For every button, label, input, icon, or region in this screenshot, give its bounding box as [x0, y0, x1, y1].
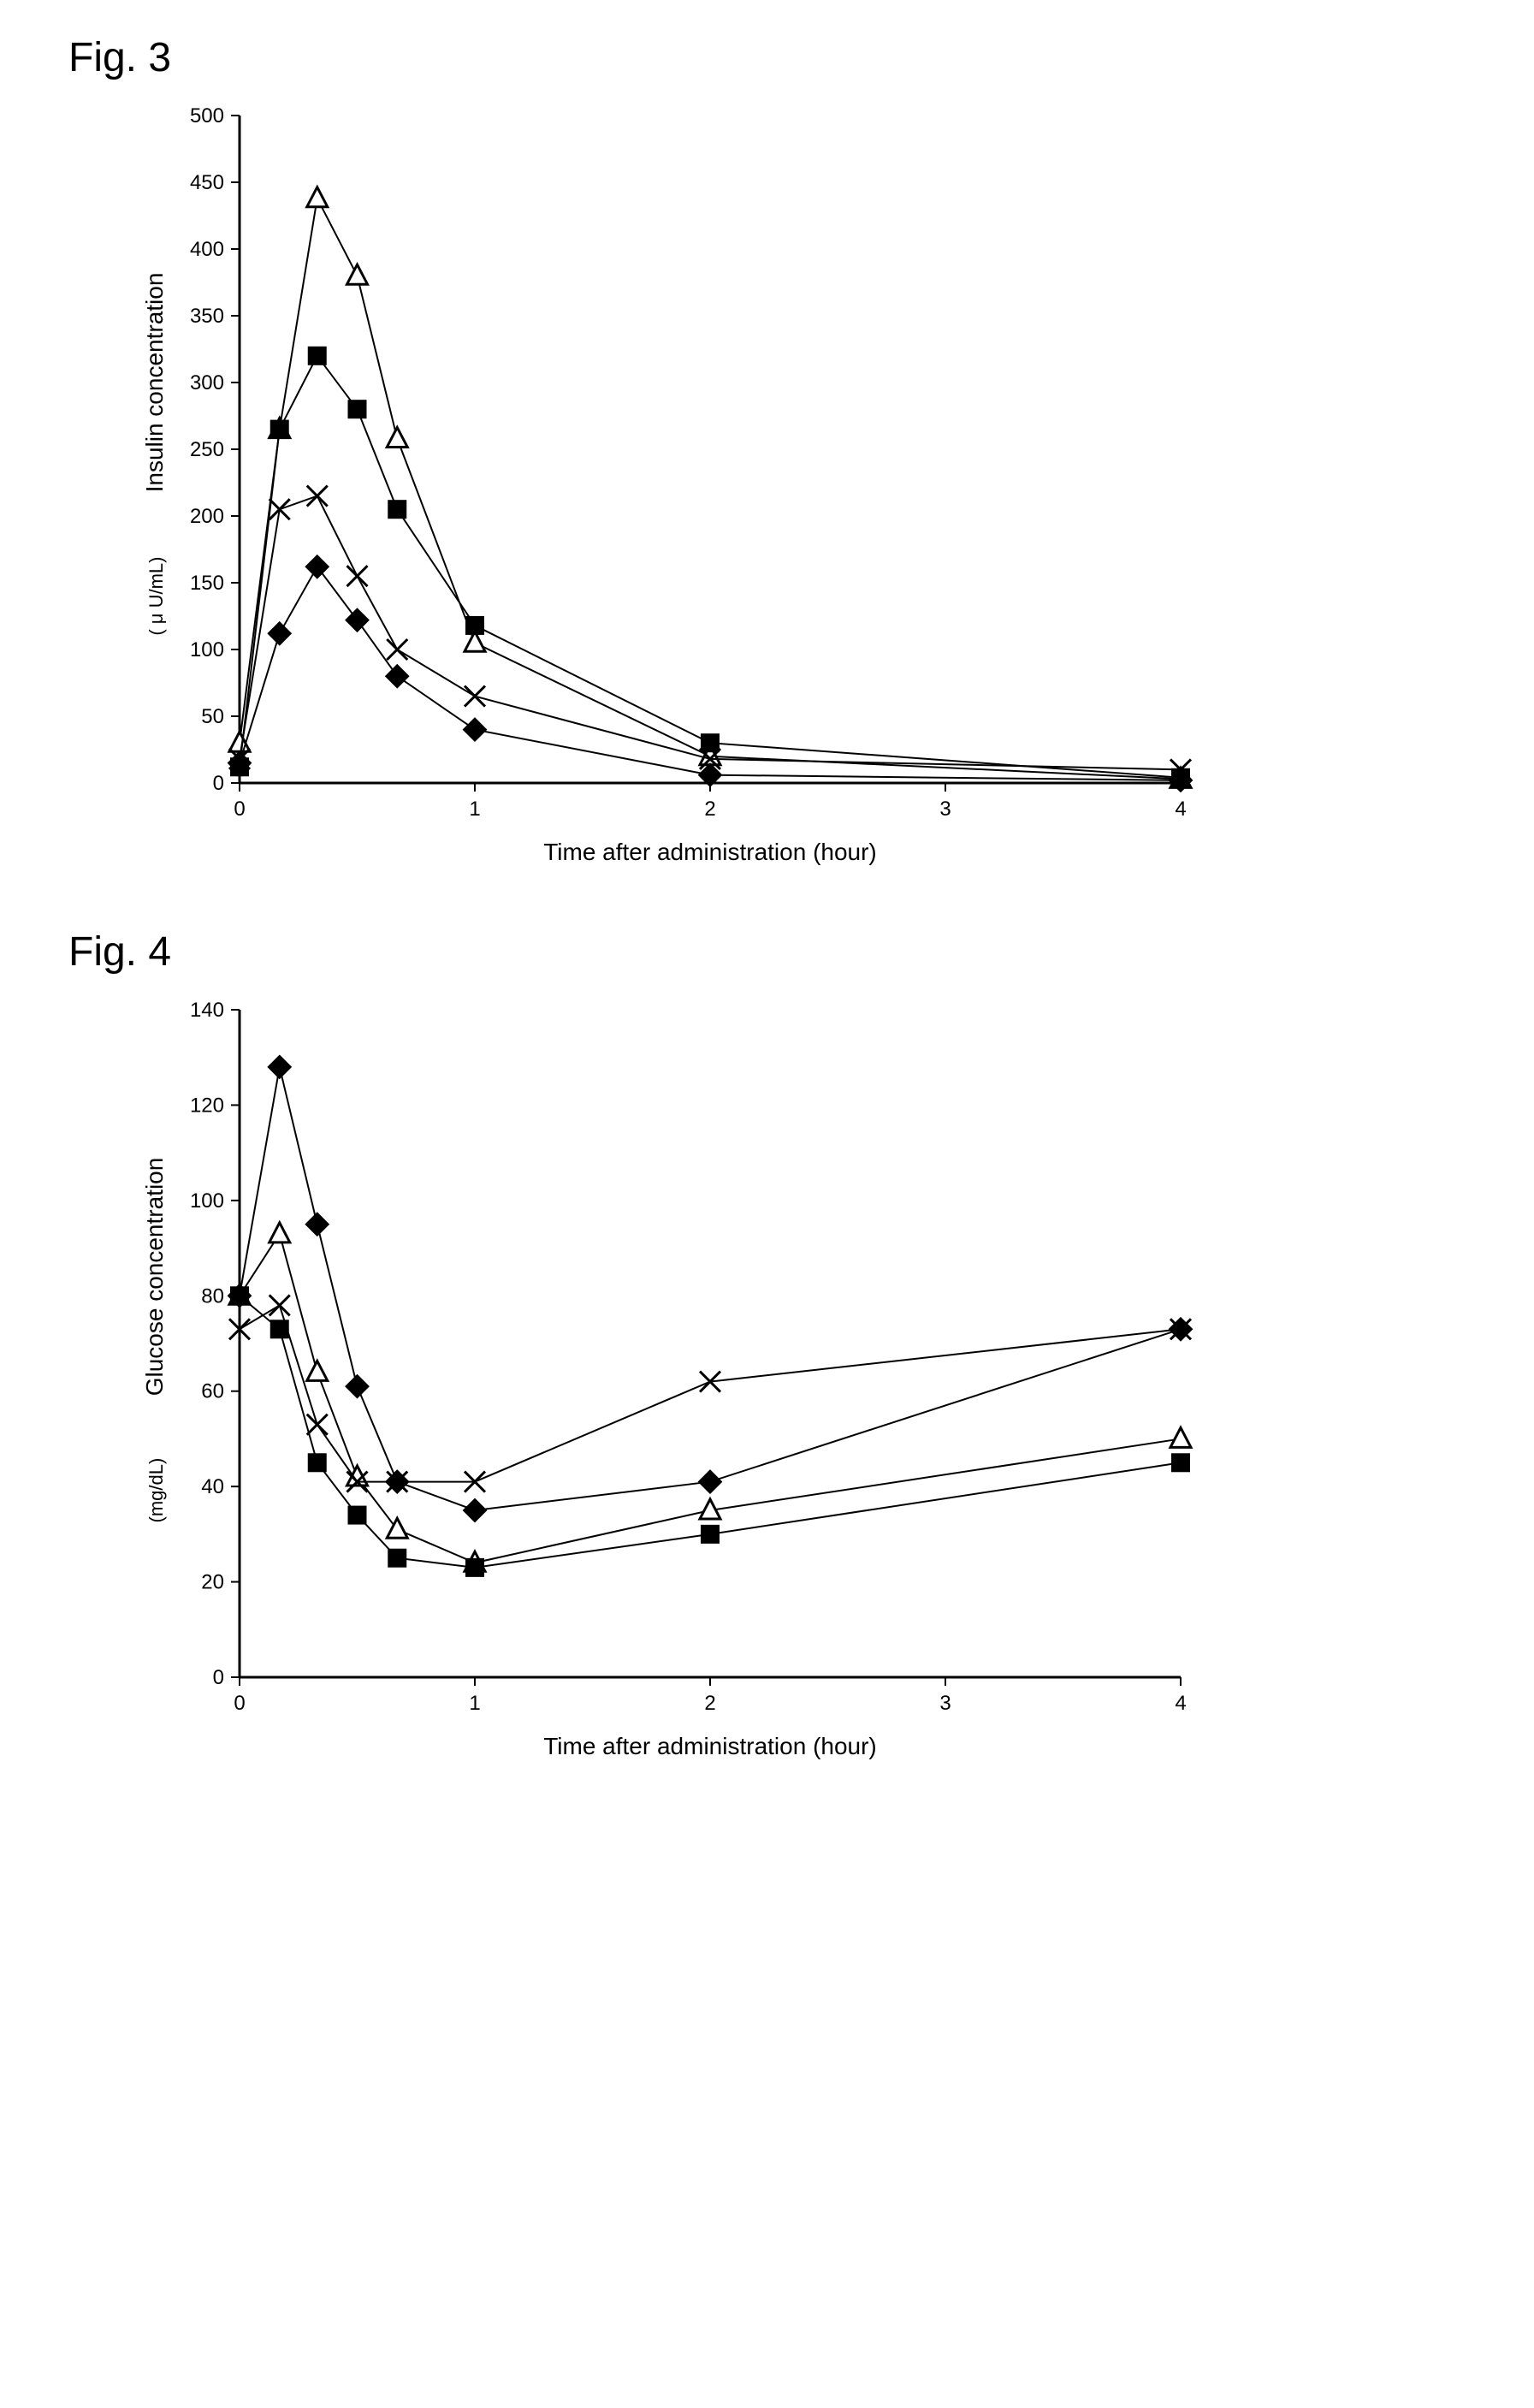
- svg-text:1: 1: [469, 1692, 480, 1715]
- svg-text:350: 350: [190, 305, 224, 328]
- svg-text:( μ U/mL): ( μ U/mL): [145, 557, 167, 636]
- svg-text:40: 40: [201, 1475, 224, 1498]
- svg-text:150: 150: [190, 572, 224, 595]
- fig4-svg: 0 20 40 60 80 100 120 140 0 1 2 3 4 Time after admini…: [137, 993, 1215, 1771]
- fig3-label: Fig. 3: [68, 34, 1500, 81]
- svg-text:(mg/dL): (mg/dL): [145, 1458, 167, 1523]
- svg-text:Time after administration (hou: Time after administration (hour): [543, 1733, 877, 1759]
- fig4-label: Fig. 4: [68, 928, 1500, 976]
- svg-text:0: 0: [234, 1692, 245, 1715]
- svg-text:Insulin concentration: Insulin concentration: [141, 273, 168, 493]
- svg-text:250: 250: [190, 438, 224, 461]
- svg-text:100: 100: [190, 1189, 224, 1213]
- svg-text:60: 60: [201, 1380, 224, 1403]
- svg-text:2: 2: [704, 798, 715, 821]
- svg-text:120: 120: [190, 1094, 224, 1117]
- svg-text:20: 20: [201, 1571, 224, 1594]
- svg-text:300: 300: [190, 371, 224, 394]
- fig3-svg: 0 50 100 150 200 250 300 350 400 450 500 0 1 2 3 4 Time …: [137, 98, 1215, 877]
- svg-text:0: 0: [213, 772, 224, 795]
- fig3-chart: 0 50 100 150 200 250 300 350 400 450 500 0 1 2 3 4 Time …: [137, 98, 1500, 877]
- svg-text:140: 140: [190, 999, 224, 1022]
- svg-text:80: 80: [201, 1284, 224, 1308]
- svg-text:Time after administration (hou: Time after administration (hour): [543, 839, 877, 865]
- svg-text:Glucose concentration: Glucose concentration: [141, 1158, 168, 1397]
- svg-text:3: 3: [939, 1692, 951, 1715]
- svg-text:0: 0: [234, 798, 245, 821]
- figure-4: Fig. 4 0 20 40 60 80 100 120 140 0 1 2 3 4 Time after…: [34, 928, 1500, 1771]
- figure-3: Fig. 3 0 50 100 150 200 250 300 350 400 450 500 0 1 2…: [34, 34, 1500, 877]
- svg-text:2: 2: [704, 1692, 715, 1715]
- svg-text:3: 3: [939, 798, 951, 821]
- svg-text:0: 0: [213, 1666, 224, 1689]
- svg-text:200: 200: [190, 505, 224, 528]
- svg-text:400: 400: [190, 238, 224, 261]
- svg-text:450: 450: [190, 171, 224, 194]
- svg-text:100: 100: [190, 638, 224, 661]
- svg-text:500: 500: [190, 104, 224, 128]
- svg-text:4: 4: [1175, 798, 1186, 821]
- svg-text:50: 50: [201, 705, 224, 728]
- svg-text:4: 4: [1175, 1692, 1186, 1715]
- svg-text:1: 1: [469, 798, 480, 821]
- fig4-chart: 0 20 40 60 80 100 120 140 0 1 2 3 4 Time after admini…: [137, 993, 1500, 1771]
